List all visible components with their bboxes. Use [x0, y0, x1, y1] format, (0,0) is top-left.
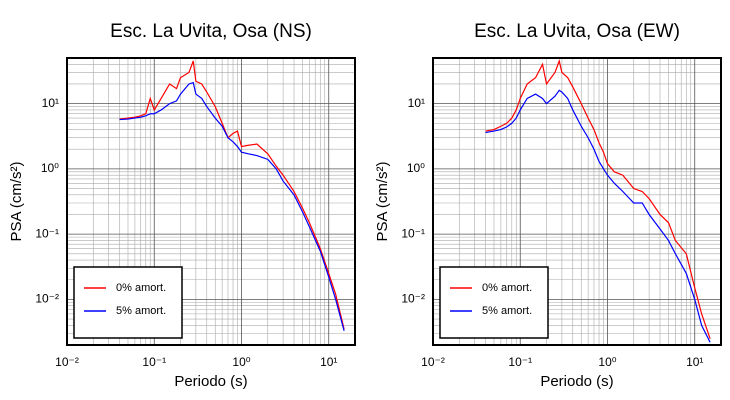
y-tick-label: 10⁰ [41, 161, 59, 175]
subplot: 10⁻² 10⁻¹ 10⁰ 10¹ 10⁻² 10⁻¹ 10⁰ 10¹ 0% amort. 5% … [8, 21, 356, 390]
chart-title: Esc. La Uvita, Osa (NS) [110, 21, 312, 42]
x-tick-label: 10⁻² [55, 355, 79, 369]
y-tick-label: 10⁰ [407, 161, 425, 175]
x-tick-label: 10¹ [320, 355, 337, 369]
series-line [119, 81, 345, 331]
x-tick-label: 10⁰ [232, 355, 250, 369]
y-tick-label: 10¹ [42, 96, 59, 110]
x-tick-label: 10⁻¹ [142, 355, 166, 369]
y-tick-label: 10⁻² [401, 292, 425, 306]
y-axis-label: PSA (cm/s²) [374, 161, 391, 241]
series-line [485, 58, 711, 339]
subplot: 10⁻² 10⁻¹ 10⁰ 10¹ 10⁻² 10⁻¹ 10⁰ 10¹ 0% amort. 5% … [374, 21, 722, 390]
x-tick-label: 10⁻² [421, 355, 445, 369]
y-tick-label: 10¹ [408, 96, 425, 110]
legend-label: 0% amort. [482, 282, 532, 294]
y-tick-label: 10⁻¹ [35, 226, 59, 240]
x-axis-label: Periodo (s) [540, 373, 613, 390]
series-line [485, 89, 711, 343]
x-tick-label: 10⁻¹ [508, 355, 532, 369]
x-tick-label: 10¹ [686, 355, 703, 369]
legend-label: 5% amort. [482, 305, 532, 317]
series-line [119, 60, 345, 330]
plot-frame [66, 57, 356, 346]
legend-label: 5% amort. [116, 305, 166, 317]
plot-frame [432, 57, 722, 346]
y-tick-label: 10⁻¹ [401, 226, 425, 240]
legend-box [73, 266, 183, 339]
x-axis-label: Periodo (s) [174, 373, 247, 390]
y-axis-label: PSA (cm/s²) [8, 161, 25, 241]
legend-box [439, 266, 549, 339]
legend-label: 0% amort. [116, 282, 166, 294]
x-tick-label: 10⁰ [598, 355, 616, 369]
y-tick-label: 10⁻² [35, 292, 59, 306]
chart-title: Esc. La Uvita, Osa (EW) [474, 21, 680, 42]
